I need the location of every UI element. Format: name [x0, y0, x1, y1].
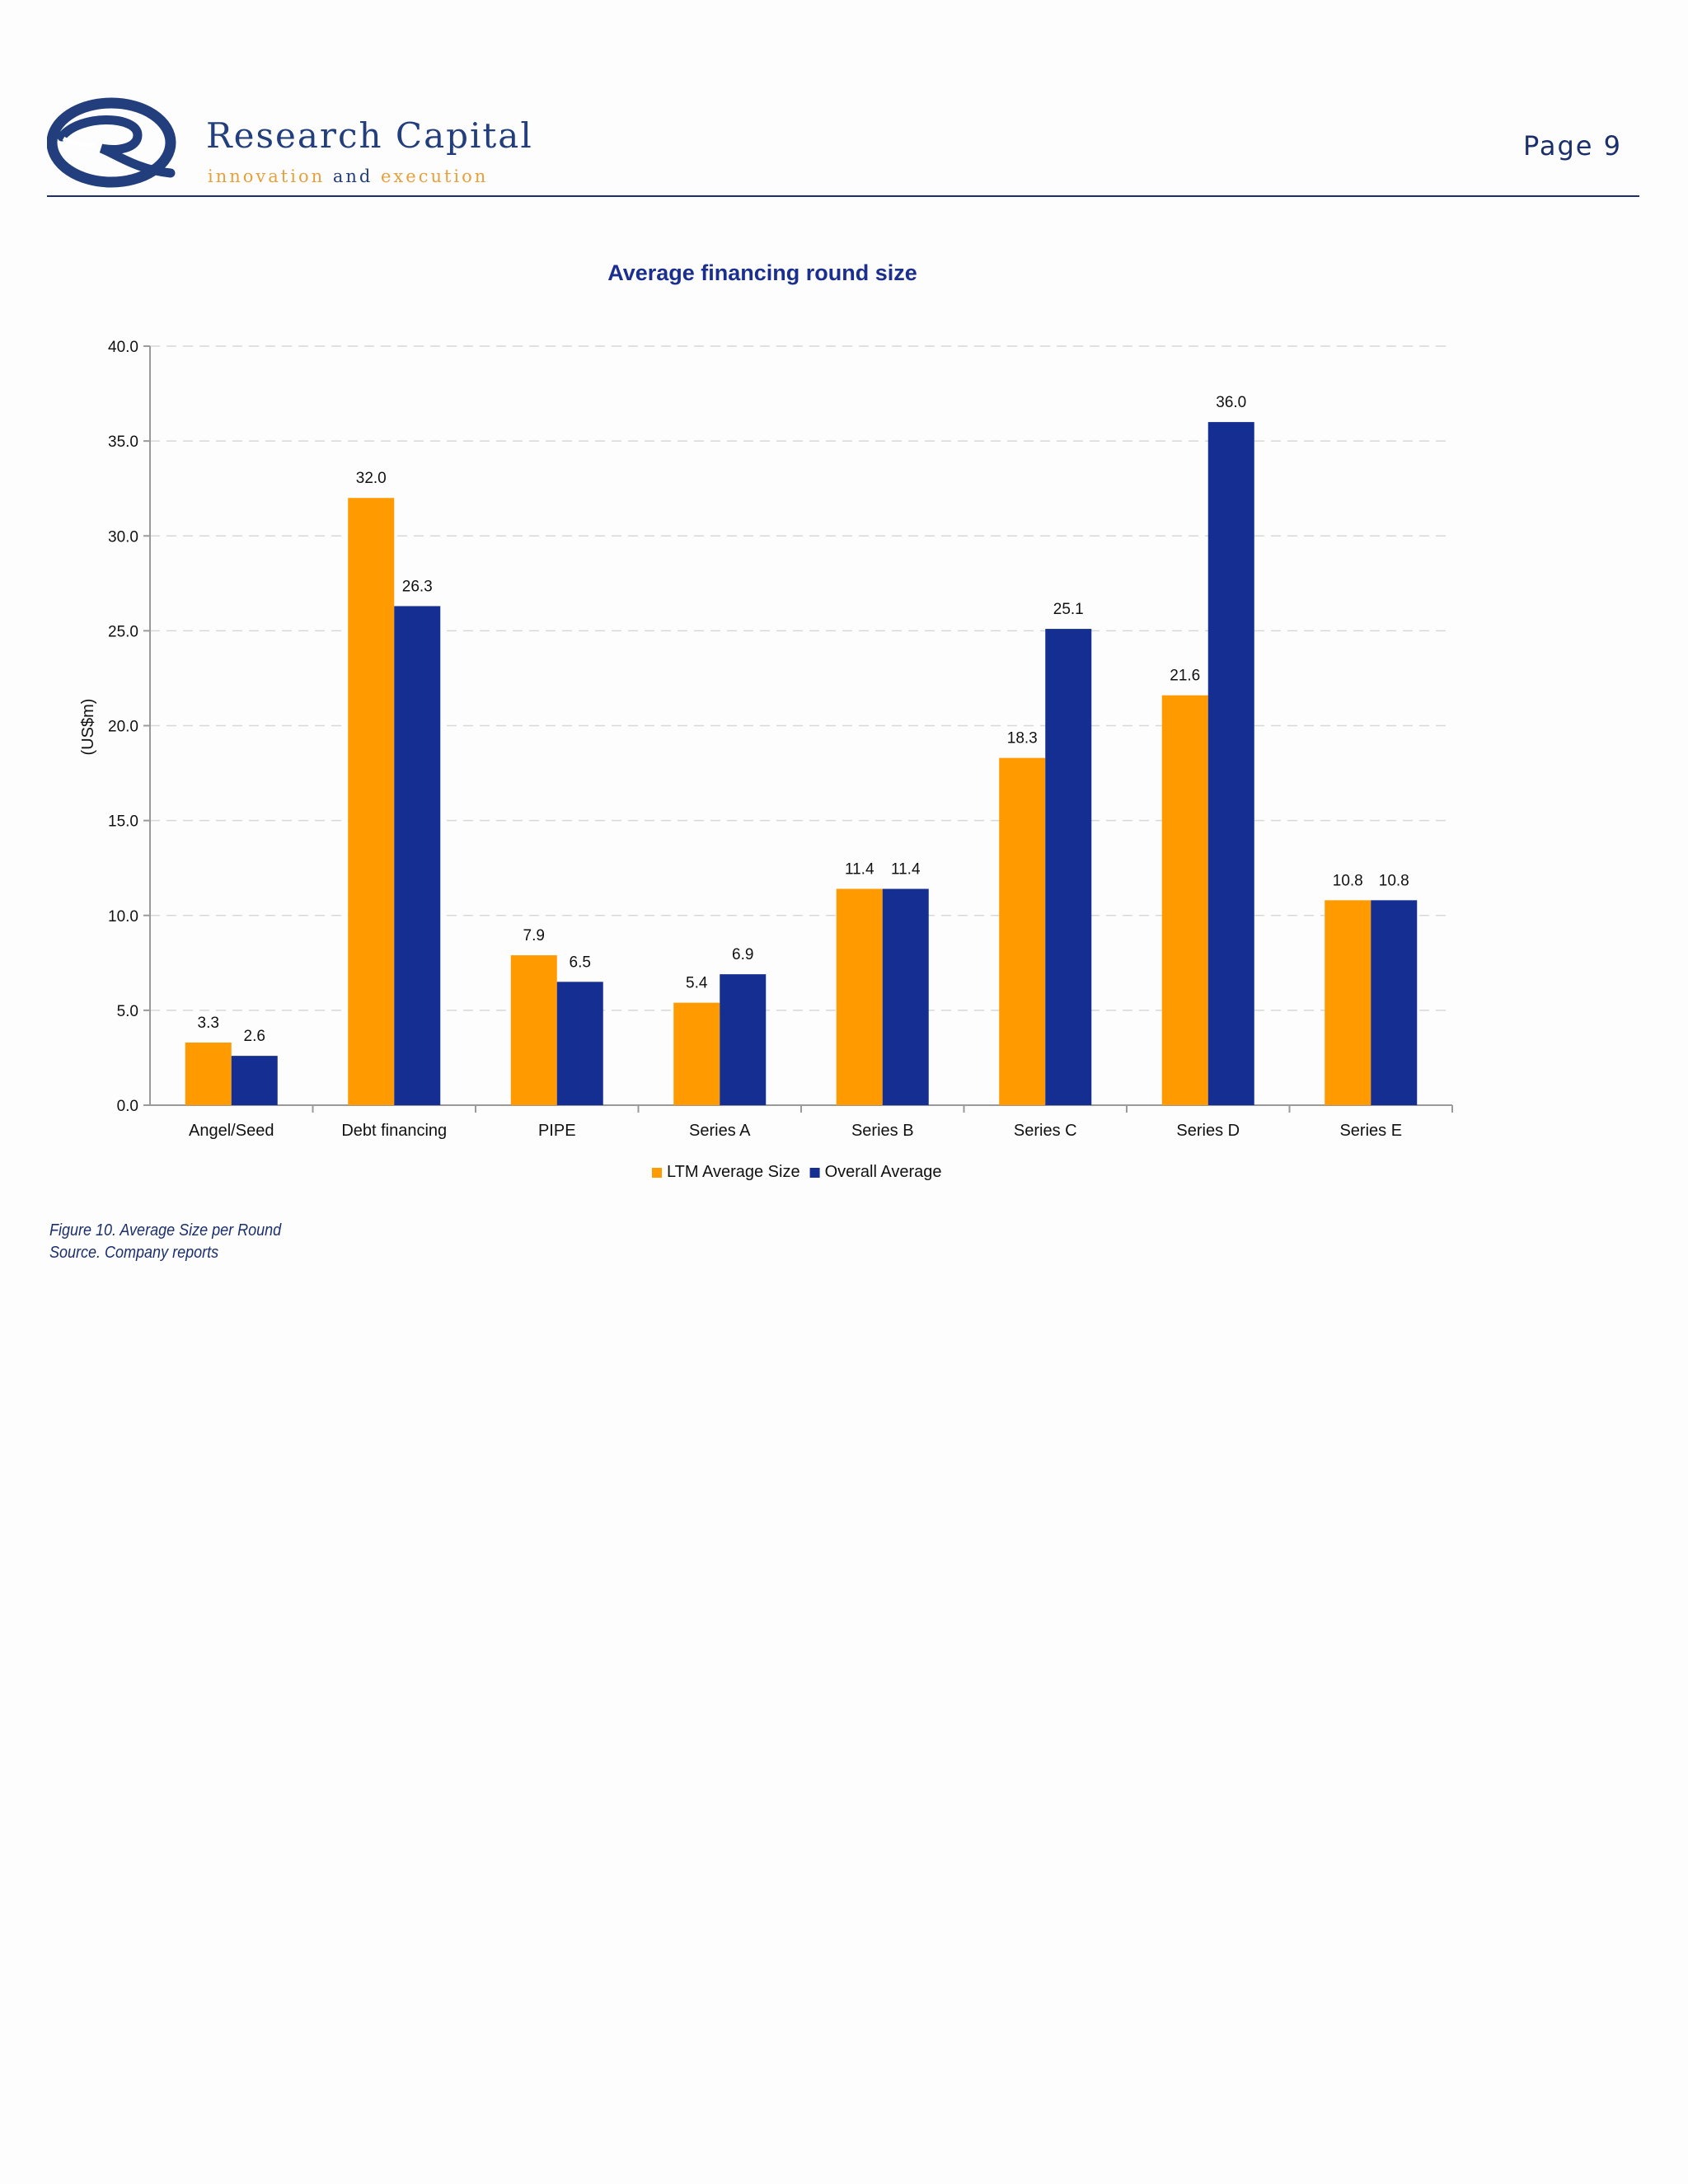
bar-ltm [999, 757, 1046, 1105]
x-tick-label: Series E [1339, 1122, 1402, 1140]
brand-tagline: innovation and execution [208, 166, 488, 186]
legend-label: LTM Average Size [667, 1163, 800, 1181]
data-label: 3.3 [198, 1015, 219, 1032]
x-tick-label: Series D [1176, 1122, 1240, 1140]
research-capital-logo-icon [47, 97, 176, 188]
y-tick-label: 25.0 [108, 623, 138, 640]
bar-overall [1371, 900, 1418, 1105]
page-number: Page 9 [1523, 130, 1622, 162]
figure-caption-source: Source. Company reports [49, 1244, 219, 1262]
bar-ltm [348, 498, 395, 1105]
gridlines [150, 345, 1452, 1011]
figure-caption-title: Figure 10. Average Size per Round [49, 1221, 282, 1240]
bar-ltm [1325, 900, 1372, 1105]
tagline-word-and: and [332, 166, 373, 186]
data-labels: 3.3 2.6 32.0 26.3 7.9 6.5 5.4 6.9 11.4 11.4 18.3 25… [198, 394, 1409, 1045]
y-tick-label: 40.0 [108, 339, 138, 356]
brand-name: Research Capital [206, 115, 533, 156]
bar-overall [882, 888, 929, 1105]
tagline-word-innovation: innovation [208, 166, 326, 186]
data-label: 18.3 [1007, 730, 1038, 748]
y-axis-title: (US$m) [79, 699, 97, 756]
y-tick-label: 10.0 [108, 908, 138, 926]
data-label: 6.9 [732, 946, 753, 963]
y-tick-label: 15.0 [108, 813, 138, 831]
bar-overall [231, 1056, 278, 1105]
data-label: 25.1 [1053, 601, 1084, 618]
data-label: 36.0 [1216, 394, 1246, 411]
bar-overall [1207, 422, 1254, 1105]
tagline-word-execution: execution [381, 166, 489, 186]
bar-overall [556, 982, 603, 1105]
data-label: 21.6 [1170, 668, 1200, 685]
x-tick-label: Series A [689, 1122, 751, 1140]
data-label: 11.4 [891, 861, 921, 879]
chart-title: Average financing round size [607, 260, 917, 285]
bar-ltm [1161, 695, 1208, 1105]
bar-ltm [185, 1043, 232, 1105]
x-tick-label: Series B [851, 1122, 914, 1140]
x-tick-label: Series C [1014, 1122, 1077, 1140]
y-tick-label: 30.0 [108, 528, 138, 546]
x-tick-label: PIPE [538, 1122, 576, 1140]
bar-overall [1045, 629, 1092, 1105]
bar-overall [720, 974, 767, 1105]
data-label: 2.6 [244, 1028, 265, 1045]
figure-caption: Figure 10. Average Size per Round Source… [49, 1220, 281, 1264]
x-tick-label: Angel/Seed [189, 1122, 274, 1140]
legend-swatch [652, 1168, 662, 1178]
legend-swatch [809, 1168, 820, 1178]
data-label: 32.0 [356, 470, 387, 487]
bar-overall [394, 606, 441, 1105]
y-tick-labels: 0.0 5.0 10.0 15.0 20.0 25.0 30.0 35.0 40.0 [108, 339, 138, 1115]
header-divider [47, 195, 1639, 197]
bar-ltm [836, 888, 883, 1105]
bar-ltm [510, 955, 557, 1105]
axes [143, 345, 1453, 1113]
data-label: 26.3 [402, 578, 433, 595]
y-tick-label: 0.0 [117, 1098, 138, 1115]
y-tick-label: 5.0 [117, 1003, 138, 1020]
y-tick-label: 20.0 [108, 719, 138, 736]
chart-legend: LTM Average Size Overall Average [652, 1163, 942, 1181]
x-tick-labels: Angel/Seed Debt financing PIPE Series A Seri… [189, 1122, 1402, 1140]
legend-label: Overall Average [825, 1163, 942, 1181]
bar-chart: 0.0 5.0 10.0 15.0 20.0 25.0 30.0 35.0 40.0 3.3 2.… [79, 339, 1453, 1181]
bars [185, 422, 1418, 1105]
data-label: 10.8 [1333, 872, 1363, 889]
data-label: 10.8 [1379, 872, 1409, 889]
data-label: 6.5 [570, 954, 591, 971]
y-tick-label: 35.0 [108, 434, 138, 451]
data-label: 11.4 [845, 861, 874, 879]
x-tick-label: Debt financing [341, 1122, 447, 1140]
data-label: 7.9 [523, 927, 545, 944]
bar-ltm [673, 1002, 720, 1105]
data-label: 5.4 [686, 975, 708, 992]
